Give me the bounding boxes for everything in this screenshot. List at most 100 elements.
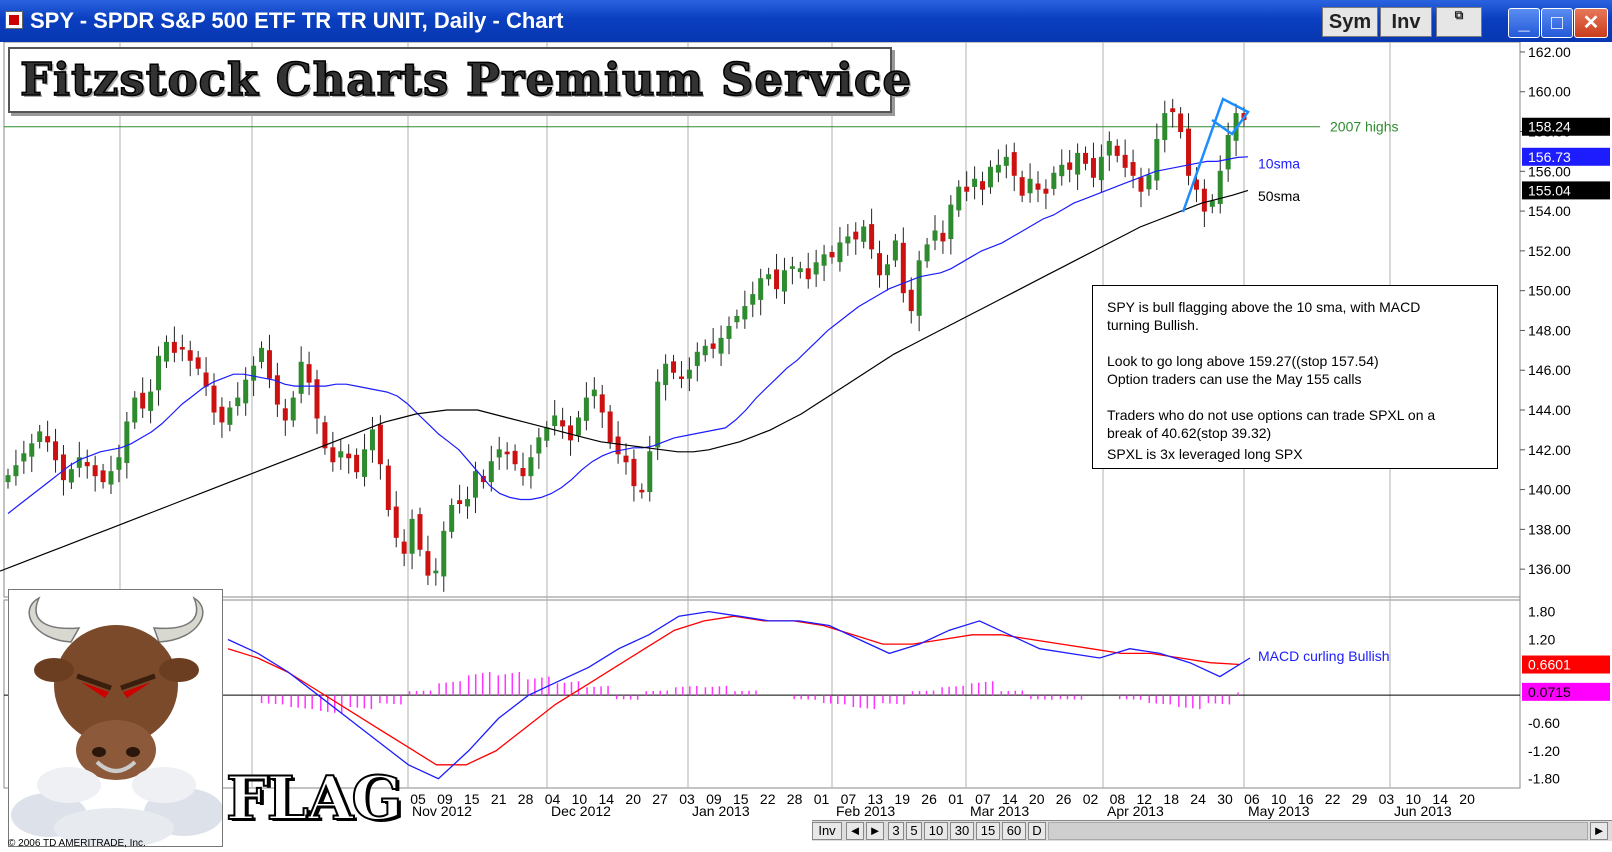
candle-body xyxy=(591,389,597,397)
candle-body xyxy=(148,391,154,411)
candle-body xyxy=(156,355,162,391)
candle-body xyxy=(647,451,653,493)
candle-body xyxy=(575,417,581,436)
candle-body xyxy=(671,361,677,373)
x-tick-label: 02 xyxy=(1083,791,1099,807)
candle-body xyxy=(124,421,130,464)
scale-daily-button[interactable]: D xyxy=(1028,822,1046,840)
x-tick-label: 24 xyxy=(1190,791,1206,807)
candle-body xyxy=(330,447,336,463)
candle-body xyxy=(37,431,43,442)
macd-label-box xyxy=(1522,655,1610,674)
macd-line xyxy=(227,610,1251,780)
scrollbar-right-arrow[interactable]: ► xyxy=(1590,822,1608,840)
candle-body xyxy=(282,408,288,421)
sma50-line xyxy=(0,189,1249,572)
candle-body xyxy=(163,341,169,362)
x-tick-label: 16 xyxy=(1298,791,1314,807)
scale-10-button[interactable]: 10 xyxy=(924,822,948,840)
candle-body xyxy=(211,385,217,413)
macd-signal-line xyxy=(227,615,1241,766)
horizontal-scrollbar[interactable] xyxy=(1048,822,1588,840)
x-tick-label: 18 xyxy=(1163,791,1179,807)
inv-button[interactable]: Inv xyxy=(1380,7,1432,37)
price-y-tick-label: 150.00 xyxy=(1528,283,1571,299)
candle-body xyxy=(845,236,851,244)
maximize-button[interactable]: □ xyxy=(1541,8,1573,38)
scroll-left-button[interactable]: ◄ xyxy=(846,822,864,840)
candle-body xyxy=(472,471,478,498)
candle-body xyxy=(552,415,558,427)
candle-body xyxy=(639,489,645,493)
candle-body xyxy=(369,429,375,451)
close-button[interactable]: ✕ xyxy=(1574,8,1608,38)
candle-body xyxy=(417,514,423,550)
candle-body xyxy=(1162,113,1168,140)
candle-body xyxy=(187,350,193,361)
scroll-right-button[interactable]: ► xyxy=(866,822,884,840)
sma10-annotation: 10sma xyxy=(1258,155,1300,171)
candle-body xyxy=(346,453,352,459)
chart-area[interactable]: 162.00160.00158.00156.00154.00152.00150.… xyxy=(0,42,1612,822)
price-y-tick-label: 146.00 xyxy=(1528,362,1571,378)
candle-body xyxy=(433,570,439,574)
sym-button[interactable]: Sym xyxy=(1322,7,1378,37)
price-label: 158.24 xyxy=(1528,119,1571,135)
candle-body xyxy=(401,541,407,554)
candle-body xyxy=(488,461,494,483)
candle-body xyxy=(924,244,930,262)
scale-30-button[interactable]: 30 xyxy=(950,822,974,840)
candle-body xyxy=(385,465,391,510)
candle-body xyxy=(956,186,962,211)
candle-body xyxy=(972,178,978,187)
candle-body xyxy=(1114,145,1120,156)
detach-button[interactable]: ⧉ xyxy=(1436,7,1482,37)
candle-body xyxy=(377,424,383,465)
candle-body xyxy=(877,253,883,276)
candle-body xyxy=(861,226,867,242)
2007-highs-annotation: 2007 highs xyxy=(1330,119,1399,135)
x-tick-label: 04 xyxy=(545,791,561,807)
minimize-button[interactable]: _ xyxy=(1508,8,1540,38)
candle-body xyxy=(853,231,859,240)
price-y-tick-label: 156.00 xyxy=(1528,163,1571,179)
candle-body xyxy=(441,530,447,577)
price-label-box xyxy=(1522,117,1610,136)
candle-body xyxy=(1090,158,1096,178)
x-tick-label: 15 xyxy=(464,791,480,807)
candle-body xyxy=(354,454,360,473)
candle-body xyxy=(718,337,724,354)
candle-body xyxy=(1067,162,1073,170)
x-tick-label: 27 xyxy=(652,791,668,807)
price-label: 155.04 xyxy=(1528,182,1571,198)
x-tick-label: 13 xyxy=(868,791,884,807)
x-month-label: Feb 2013 xyxy=(836,803,895,819)
candle-body xyxy=(504,451,510,455)
candle-body xyxy=(338,451,344,458)
x-axis: 05 09 15 21 28 04 10 14 20 27 03 09 15 22 28 01 07 13 19 26… xyxy=(410,791,1475,819)
candle-body xyxy=(76,457,82,468)
scale-60-button[interactable]: 60 xyxy=(1002,822,1026,840)
logo-banner: Fitzstock Charts Premium Service xyxy=(8,47,912,113)
x-month-label: Apr 2013 xyxy=(1107,803,1164,819)
candle-body xyxy=(1154,138,1160,181)
scale-3-button[interactable]: 3 xyxy=(888,822,904,840)
x-tick-label: 26 xyxy=(921,791,937,807)
nav-inv-button[interactable]: Inv xyxy=(812,822,842,840)
x-month-label: Nov 2012 xyxy=(412,803,472,819)
macd-y-tick-label: -1.80 xyxy=(1528,771,1560,787)
candle-body xyxy=(1083,152,1089,164)
candle-body xyxy=(726,325,732,339)
candle-body xyxy=(1019,177,1025,196)
scale-15-button[interactable]: 15 xyxy=(976,822,1000,840)
candle-body xyxy=(1170,108,1176,113)
candle-body xyxy=(797,268,803,273)
candle-body xyxy=(251,365,257,381)
candle-body xyxy=(734,316,740,323)
scale-5-button[interactable]: 5 xyxy=(906,822,922,840)
x-tick-label: 26 xyxy=(1056,791,1072,807)
candle-body xyxy=(940,232,946,242)
app-icon[interactable] xyxy=(5,11,23,29)
candle-body xyxy=(322,422,328,449)
comment-line-4: Option traders can use the May 155 calls xyxy=(1107,371,1362,387)
